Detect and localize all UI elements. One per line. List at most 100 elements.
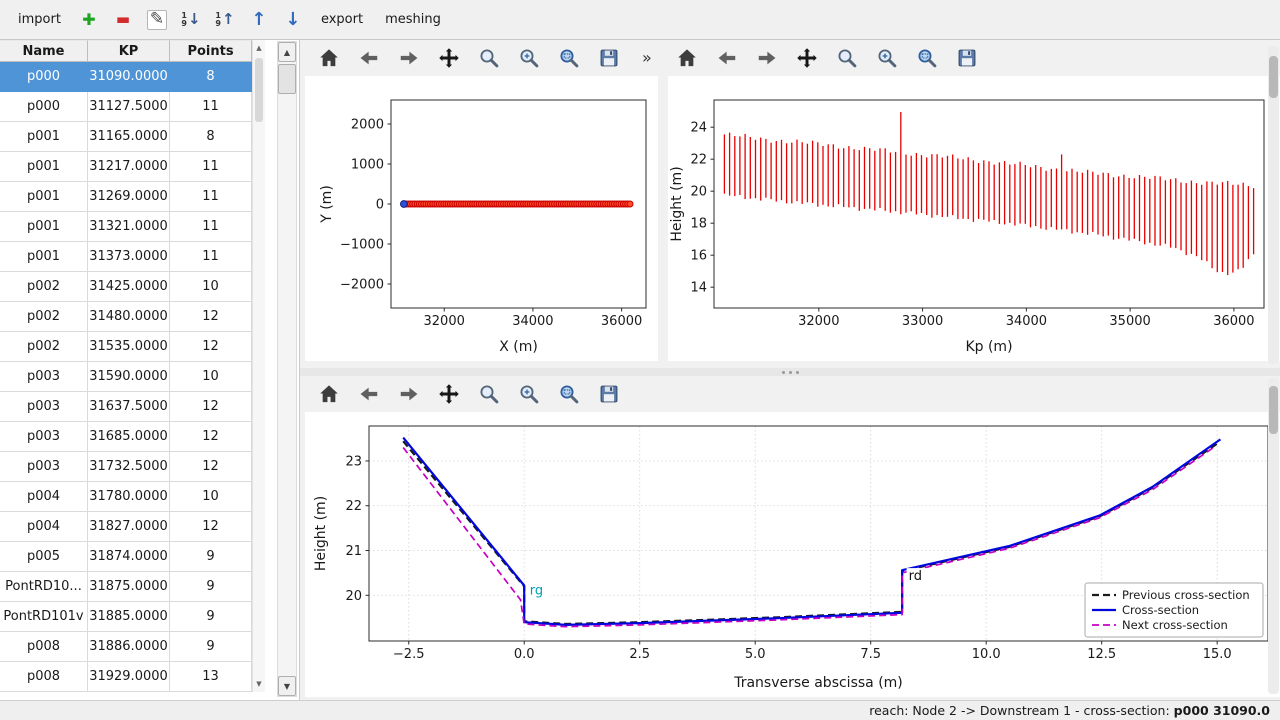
zoom-selection-button[interactable] xyxy=(554,43,584,73)
profile-plot[interactable]: 32000 33000 34000 35000 36000 14 16 18 20 22 24 Kp … xyxy=(668,76,1280,361)
table-row[interactable]: p005 31874.0000 9 xyxy=(0,542,252,572)
back-button[interactable] xyxy=(354,43,384,73)
forward-button[interactable] xyxy=(394,379,424,409)
table-row[interactable]: p000 31127.5000 11 xyxy=(0,92,252,122)
zoom-button[interactable] xyxy=(832,43,862,73)
table-scrollbar[interactable]: ▲ ▼ xyxy=(252,40,265,692)
points-cell: 9 xyxy=(170,602,252,632)
cross-section-plot[interactable]: rg rd −2.5 0.0 2.5 5.0 7.5 10.0 12.5 15.0 20 21 22 23… xyxy=(305,412,1280,697)
panel-scrollbar[interactable]: ▲ ▼ xyxy=(277,41,297,697)
bottom-pane-scrollbar-thumb[interactable] xyxy=(1269,386,1278,434)
top-pane-scrollbar-thumb[interactable] xyxy=(1269,56,1278,98)
svg-text:14: 14 xyxy=(690,281,707,296)
zoom-in-button[interactable] xyxy=(514,43,544,73)
export-button[interactable]: export xyxy=(320,12,364,27)
add-section-button[interactable]: ✚ xyxy=(75,6,103,34)
svg-text:20: 20 xyxy=(345,589,362,604)
table-row[interactable]: p001 31165.0000 8 xyxy=(0,122,252,152)
name-cell: p002 xyxy=(0,272,88,302)
zoom-button[interactable] xyxy=(474,43,504,73)
panel-scrollbar-thumb[interactable] xyxy=(278,64,296,94)
delete-section-button[interactable]: ▬ xyxy=(109,6,137,34)
trace-plot[interactable]: 32000 34000 36000 −2000 −1000 0 1000 2000 X (m) Y… xyxy=(305,76,658,361)
svg-text:X (m): X (m) xyxy=(499,339,538,355)
svg-text:36000: 36000 xyxy=(1213,314,1254,329)
name-cell: p003 xyxy=(0,452,88,482)
table-row[interactable]: p004 31827.0000 12 xyxy=(0,512,252,542)
table-row[interactable]: p003 31637.5000 12 xyxy=(0,392,252,422)
table-row[interactable]: p002 31535.0000 12 xyxy=(0,332,252,362)
table-row[interactable]: p001 31217.0000 11 xyxy=(0,152,252,182)
zoom-selection-button[interactable] xyxy=(912,43,942,73)
svg-text:34000: 34000 xyxy=(1006,314,1047,329)
back-button[interactable] xyxy=(354,379,384,409)
edit-section-button[interactable]: ✎ xyxy=(143,6,171,34)
name-cell: p000 xyxy=(0,62,88,92)
pan-button[interactable] xyxy=(792,43,822,73)
home-icon xyxy=(678,49,696,67)
save-button[interactable] xyxy=(952,43,982,73)
kp-cell: 31480.0000 xyxy=(88,302,170,332)
arrow-up-icon: ↑ xyxy=(251,8,267,30)
column-header-kp[interactable]: KP xyxy=(88,40,170,62)
panel-scroll-up-button[interactable]: ▲ xyxy=(278,42,296,62)
home-button[interactable] xyxy=(314,43,344,73)
points-cell: 11 xyxy=(170,212,252,242)
forward-button[interactable] xyxy=(394,43,424,73)
home-button[interactable] xyxy=(314,379,344,409)
table-scrollbar-thumb[interactable] xyxy=(255,58,263,122)
table-row[interactable]: PontRD101v 31885.0000 9 xyxy=(0,602,252,632)
panel-scroll-down-button[interactable]: ▼ xyxy=(278,676,296,696)
zoom-in-button[interactable] xyxy=(872,43,902,73)
table-row[interactable]: p004 31780.0000 10 xyxy=(0,482,252,512)
table-row[interactable]: p000 31090.0000 8 xyxy=(0,62,252,92)
table-row[interactable]: p008 31929.0000 13 xyxy=(0,662,252,692)
panel-divider xyxy=(299,40,300,700)
table-row[interactable]: p003 31590.0000 10 xyxy=(0,362,252,392)
table-row[interactable]: p001 31269.0000 11 xyxy=(0,182,252,212)
bottom-pane-scrollbar[interactable] xyxy=(1268,378,1279,694)
plots-area: » 32000 34000 36000 −2000 −1000 0 1000 2000 X (m… xyxy=(300,40,1280,700)
back-icon xyxy=(360,387,378,401)
home-icon xyxy=(320,385,338,403)
table-row[interactable]: p003 31732.5000 12 xyxy=(0,452,252,482)
toolbar-overflow-button[interactable]: » xyxy=(642,48,652,67)
svg-text:Cross-section: Cross-section xyxy=(1122,603,1199,617)
zoom-button[interactable] xyxy=(474,379,504,409)
back-button[interactable] xyxy=(712,43,742,73)
zoom-selection-button[interactable] xyxy=(554,379,584,409)
svg-text:36000: 36000 xyxy=(601,314,642,329)
top-pane-scrollbar[interactable] xyxy=(1268,46,1279,364)
column-header-points[interactable]: Points xyxy=(170,40,252,62)
table-row[interactable]: p008 31886.0000 9 xyxy=(0,632,252,662)
column-header-name[interactable]: Name xyxy=(0,40,88,62)
import-button[interactable]: import xyxy=(18,12,61,27)
save-button[interactable] xyxy=(594,379,624,409)
move-up-button[interactable]: ↑ xyxy=(245,6,273,34)
scroll-up-icon[interactable]: ▲ xyxy=(256,44,262,52)
move-down-button[interactable]: ↓ xyxy=(279,6,307,34)
svg-text:Y (m): Y (m) xyxy=(319,185,335,224)
scroll-down-icon[interactable]: ▼ xyxy=(256,680,262,688)
table-row[interactable]: p002 31480.0000 12 xyxy=(0,302,252,332)
table-row[interactable]: p002 31425.0000 10 xyxy=(0,272,252,302)
table-row[interactable]: p001 31373.0000 11 xyxy=(0,242,252,272)
table-row[interactable]: p001 31321.0000 11 xyxy=(0,212,252,242)
meshing-button[interactable]: meshing xyxy=(385,12,441,27)
kp-cell: 31165.0000 xyxy=(88,122,170,152)
points-cell: 9 xyxy=(170,542,252,572)
forward-button[interactable] xyxy=(752,43,782,73)
svg-text:15.0: 15.0 xyxy=(1203,647,1232,662)
sections-table-body: p000 31090.0000 8 p000 31127.5000 11 p001 31165… xyxy=(0,62,252,692)
splitter[interactable] xyxy=(300,368,1280,376)
pan-button[interactable] xyxy=(434,43,464,73)
zoom-in-button[interactable] xyxy=(514,379,544,409)
home-button[interactable] xyxy=(672,43,702,73)
zoom-icon xyxy=(838,49,857,68)
table-row[interactable]: p003 31685.0000 12 xyxy=(0,422,252,452)
save-button[interactable] xyxy=(594,43,624,73)
pan-button[interactable] xyxy=(434,379,464,409)
table-row[interactable]: PontRD10... 31875.0000 9 xyxy=(0,572,252,602)
